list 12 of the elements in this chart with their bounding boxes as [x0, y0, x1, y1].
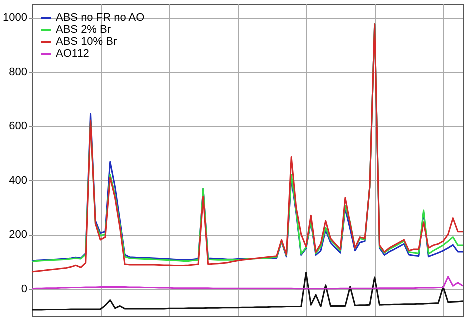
y-tick-label: 0 — [21, 283, 28, 296]
legend-label: AO112 — [56, 48, 90, 60]
y-tick-label: 1000 — [3, 12, 28, 24]
y-tick-label: 800 — [9, 66, 28, 78]
y-tick-label: 600 — [9, 120, 28, 133]
legend-label: ABS 2% Br — [56, 24, 112, 36]
line-series — [31, 272, 464, 311]
line-series — [31, 276, 464, 290]
legend-label: ABS no FR no AO — [56, 12, 146, 24]
y-tick-label: 400 — [9, 174, 28, 187]
y-tick-label: 200 — [9, 229, 28, 242]
legend-label: ABS 10% Br — [56, 36, 118, 48]
